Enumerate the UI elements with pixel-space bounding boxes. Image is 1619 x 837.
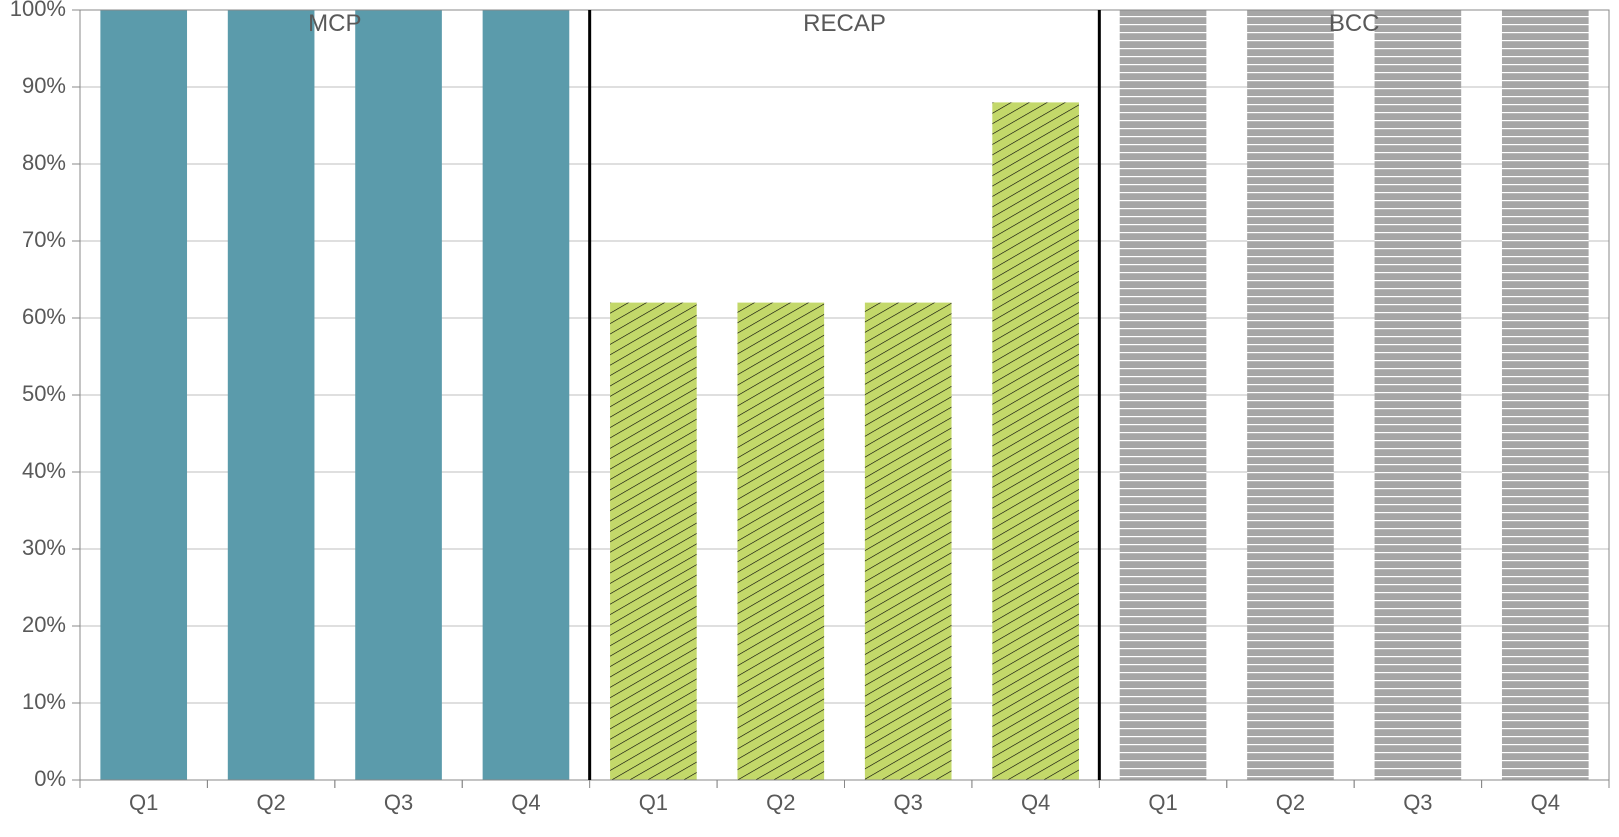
- y-tick-label: 90%: [22, 73, 66, 98]
- bar: [992, 102, 1079, 780]
- bar: [610, 303, 697, 780]
- bar: [865, 303, 952, 780]
- y-tick-label: 80%: [22, 150, 66, 175]
- y-tick-label: 50%: [22, 381, 66, 406]
- y-tick-label: 30%: [22, 535, 66, 560]
- bar: [737, 303, 824, 780]
- x-tick-label: Q3: [1403, 790, 1432, 815]
- x-tick-label: Q2: [1276, 790, 1305, 815]
- bar: [1502, 10, 1589, 780]
- bar-chart: 0% 10% 20% 30% 40% 50% 60% 70% 80% 90% 100% Q1 Q2 Q3 Q…: [0, 0, 1619, 837]
- bar: [1120, 10, 1207, 780]
- bar: [100, 10, 187, 780]
- x-tick-label: Q3: [384, 790, 413, 815]
- y-tick-label: 10%: [22, 689, 66, 714]
- x-tick-label: Q4: [511, 790, 540, 815]
- x-tick-label: Q4: [1021, 790, 1050, 815]
- y-tick-label: 100%: [10, 0, 66, 21]
- bar: [1375, 10, 1462, 780]
- x-tick-label: Q4: [1531, 790, 1560, 815]
- panel-title: RECAP: [803, 10, 886, 37]
- panel-title: MCP: [308, 10, 361, 37]
- y-tick-label: 60%: [22, 304, 66, 329]
- chart-container: 0% 10% 20% 30% 40% 50% 60% 70% 80% 90% 100% Q1 Q2 Q3 Q…: [0, 0, 1619, 837]
- y-tick-label: 0%: [34, 766, 66, 791]
- x-tick-label: Q2: [256, 790, 285, 815]
- bar: [1247, 10, 1334, 780]
- y-tick-label: 70%: [22, 227, 66, 252]
- panel-title: BCC: [1329, 10, 1380, 37]
- x-tick-label: Q1: [129, 790, 158, 815]
- x-tick-label: Q3: [894, 790, 923, 815]
- bar: [355, 10, 442, 780]
- y-tick-label: 40%: [22, 458, 66, 483]
- bar: [228, 10, 315, 780]
- bar: [483, 10, 570, 780]
- x-tick-label: Q2: [766, 790, 795, 815]
- x-tick-label: Q1: [1148, 790, 1177, 815]
- x-tick-label: Q1: [639, 790, 668, 815]
- y-tick-label: 20%: [22, 612, 66, 637]
